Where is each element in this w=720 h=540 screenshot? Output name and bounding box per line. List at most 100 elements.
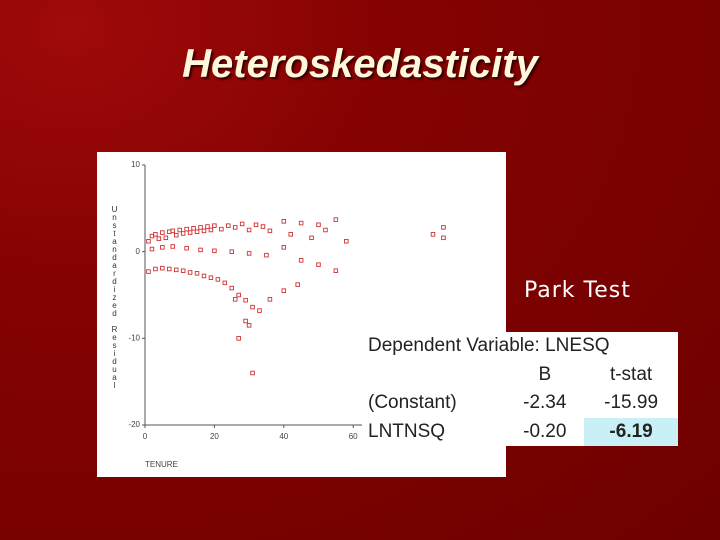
point xyxy=(232,297,238,302)
point xyxy=(316,262,321,267)
point xyxy=(232,225,238,230)
slide-title: Heteroskedasticity xyxy=(182,42,538,86)
cell: -2.34 xyxy=(523,392,567,414)
point xyxy=(309,235,314,241)
point xyxy=(219,226,224,232)
point xyxy=(187,230,193,235)
point xyxy=(333,217,339,222)
point xyxy=(146,269,151,274)
point xyxy=(215,277,221,282)
point xyxy=(149,246,155,252)
point xyxy=(281,219,287,224)
point xyxy=(170,228,176,234)
point xyxy=(198,225,203,230)
point xyxy=(257,308,262,313)
point xyxy=(184,245,189,251)
point xyxy=(246,227,252,233)
point xyxy=(222,280,228,286)
point xyxy=(184,226,189,232)
cell: -15.99 xyxy=(604,392,659,414)
point xyxy=(205,224,210,229)
point xyxy=(194,271,200,276)
table-heading: Dependent Variable: LNESQ xyxy=(368,335,610,357)
point xyxy=(194,229,200,234)
column-header: B xyxy=(538,363,552,385)
point xyxy=(260,224,266,229)
point xyxy=(295,282,300,287)
y-tick-label: -20 xyxy=(128,420,140,429)
point xyxy=(253,222,259,228)
x-axis-label: TENURE xyxy=(145,460,178,469)
point xyxy=(191,226,196,231)
point xyxy=(333,268,339,273)
y-axis-label: Unstandardized Residual xyxy=(110,205,119,389)
point xyxy=(208,275,214,280)
point xyxy=(267,297,273,302)
y-tick-label: 0 xyxy=(136,247,141,256)
point xyxy=(226,223,231,228)
point xyxy=(201,273,207,279)
point xyxy=(323,227,328,233)
point xyxy=(208,227,214,233)
point xyxy=(167,266,172,272)
point xyxy=(298,258,304,263)
point xyxy=(288,232,293,237)
point xyxy=(198,247,203,253)
chart: TENURE 100-10-200 20 40 60 xyxy=(128,160,492,469)
point xyxy=(163,235,169,241)
point xyxy=(170,244,176,249)
cell: -0.20 xyxy=(523,420,567,442)
x-tick-label: 40 xyxy=(279,432,288,441)
point xyxy=(250,370,255,376)
point xyxy=(239,221,245,227)
point xyxy=(243,318,248,324)
point xyxy=(160,265,165,271)
point xyxy=(243,297,248,303)
point xyxy=(344,239,349,244)
x-tick-label: 20 xyxy=(210,432,219,441)
x-tick-label: 0 xyxy=(143,432,148,441)
row-label: (Constant) xyxy=(368,392,457,414)
plot-panel: TENURE 10 0 -10 -20 0 20 40 60 xyxy=(97,152,506,477)
column-header: t-stat xyxy=(609,363,653,385)
point xyxy=(180,268,186,273)
point xyxy=(246,251,252,256)
point xyxy=(316,222,321,228)
point xyxy=(153,232,158,237)
point xyxy=(430,232,436,237)
point xyxy=(250,304,255,310)
point xyxy=(187,270,193,275)
cell: -6.19 xyxy=(584,417,678,446)
y-tick-label: -10 xyxy=(128,333,140,342)
point xyxy=(201,228,207,234)
point xyxy=(281,288,287,293)
point xyxy=(246,323,252,328)
point xyxy=(267,228,273,234)
point xyxy=(153,266,158,272)
caption: Park Test xyxy=(524,278,631,303)
point xyxy=(160,230,165,235)
point xyxy=(173,232,179,238)
point xyxy=(177,227,182,233)
point xyxy=(146,239,151,244)
point xyxy=(264,252,269,258)
x-tick-label: 60 xyxy=(349,432,358,441)
point xyxy=(212,248,217,254)
point xyxy=(298,220,304,226)
point xyxy=(441,235,446,241)
point xyxy=(156,236,162,241)
point xyxy=(236,292,241,298)
point xyxy=(441,225,446,230)
point xyxy=(229,285,234,291)
point xyxy=(236,336,241,341)
point xyxy=(281,245,287,250)
row-label: LNTNSQ xyxy=(368,420,446,442)
point xyxy=(212,223,217,228)
point xyxy=(160,245,165,250)
point xyxy=(180,231,186,236)
point xyxy=(173,267,179,273)
y-tick-label: 10 xyxy=(131,160,140,169)
point xyxy=(229,249,234,254)
